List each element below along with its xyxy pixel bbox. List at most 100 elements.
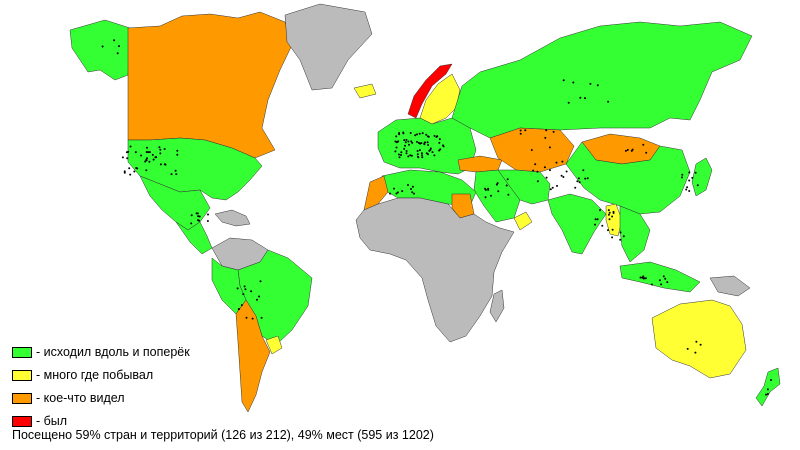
visited-place-dot	[245, 316, 248, 319]
visited-place-dot	[562, 79, 565, 82]
visited-place-dot	[556, 184, 558, 187]
visited-place-dot	[405, 138, 408, 141]
region-argentina-chile[interactable]	[235, 299, 271, 413]
visited-place-dot	[152, 158, 155, 161]
visited-place-dot	[611, 215, 614, 218]
visited-place-dot	[190, 214, 193, 217]
region-australia[interactable]	[651, 299, 747, 379]
visited-place-dot	[562, 176, 565, 178]
visited-place-dot	[413, 192, 415, 195]
visited-place-dot	[146, 157, 148, 160]
visited-place-dot	[135, 167, 138, 169]
visited-place-dot	[405, 152, 408, 155]
visited-place-dot	[238, 308, 240, 310]
visited-place-dot	[260, 316, 263, 319]
visited-place-dot	[519, 132, 522, 135]
visited-place-dot	[404, 141, 407, 144]
visited-place-dot	[619, 231, 622, 234]
visited-place-dot	[259, 280, 262, 283]
visited-place-dot	[607, 229, 609, 232]
visited-place-dot	[118, 45, 120, 48]
visited-place-dot	[116, 52, 119, 55]
visited-place-dot	[133, 170, 136, 173]
visited-place-dot	[409, 132, 412, 134]
legend-label: - кое-что видел	[36, 391, 125, 405]
visited-place-dot	[433, 154, 436, 157]
region-indonesia[interactable]	[619, 261, 701, 293]
visited-place-dot	[548, 146, 551, 149]
visited-place-dot	[146, 146, 148, 149]
visited-place-dot	[549, 188, 552, 191]
visited-place-dot	[487, 187, 490, 190]
visited-place-dot	[572, 81, 575, 84]
region-japan[interactable]	[691, 157, 713, 197]
visited-place-dot	[622, 235, 625, 238]
region-alaska[interactable]	[69, 19, 131, 81]
visited-place-dot	[601, 224, 604, 227]
visited-place-dot	[552, 130, 555, 133]
region-madagascar[interactable]	[489, 289, 505, 323]
visited-place-dot	[151, 153, 154, 156]
visited-place-dot	[765, 393, 767, 396]
region-sweden-finland[interactable]	[419, 73, 461, 125]
region-myanmar[interactable]	[605, 203, 623, 237]
region-africa[interactable]	[355, 197, 515, 343]
region-india[interactable]	[547, 193, 607, 255]
visited-place-dot	[686, 186, 689, 189]
visited-places-layer	[101, 39, 772, 396]
visited-place-dot	[251, 317, 254, 320]
visited-place-dot	[420, 152, 423, 155]
region-new-zealand[interactable]	[755, 367, 781, 407]
visited-place-dot	[411, 185, 414, 188]
visited-place-dot	[534, 163, 537, 166]
visited-place-dot	[155, 156, 158, 159]
visited-place-dot	[402, 131, 405, 134]
region-uruguay[interactable]	[265, 335, 283, 355]
region-canada[interactable]	[127, 11, 293, 159]
region-iceland[interactable]	[353, 83, 377, 99]
visited-place-dot	[175, 173, 178, 176]
visited-place-dot	[536, 180, 539, 183]
region-central-america[interactable]	[175, 221, 213, 255]
visited-place-dot	[207, 213, 209, 216]
visited-place-dot	[694, 351, 697, 354]
visited-place-dot	[250, 290, 253, 293]
visited-place-dot	[421, 156, 424, 159]
visited-place-dot	[662, 275, 665, 278]
visited-place-dot	[642, 275, 645, 278]
visited-place-dot	[586, 177, 589, 180]
region-norway[interactable]	[407, 63, 453, 119]
region-russia[interactable]	[451, 21, 753, 139]
visited-place-dot	[645, 151, 648, 154]
visited-place-dot	[507, 193, 510, 196]
visited-place-dot	[639, 276, 642, 279]
visited-place-dot	[393, 187, 395, 190]
visited-place-dot	[126, 157, 129, 160]
visited-place-dot	[401, 190, 404, 193]
visited-place-dot	[206, 220, 209, 222]
region-morocco[interactable]	[363, 175, 389, 211]
visited-place-dot	[408, 143, 410, 146]
visited-place-dot	[607, 100, 610, 103]
visited-place-dot	[134, 151, 137, 154]
visited-place-dot	[129, 145, 132, 148]
visited-place-dot	[551, 186, 554, 189]
visited-place-dot	[403, 139, 406, 142]
visited-place-dot	[414, 134, 417, 137]
region-yemen[interactable]	[513, 211, 533, 231]
visited-place-dot	[236, 287, 239, 290]
region-southeast-asia[interactable]	[619, 205, 651, 263]
visited-place-dot	[442, 144, 444, 147]
visited-place-dot	[113, 39, 116, 42]
visited-place-dot	[579, 96, 582, 99]
visited-place-dot	[770, 379, 772, 381]
visited-place-dot	[170, 173, 173, 176]
visited-place-dot	[438, 138, 441, 141]
visited-place-dot	[490, 194, 492, 197]
visited-place-dot	[624, 149, 627, 152]
visited-place-dot	[190, 222, 193, 225]
region-greenland[interactable]	[284, 3, 373, 91]
region-caribbean[interactable]	[214, 209, 251, 227]
region-new-guinea[interactable]	[709, 275, 751, 297]
